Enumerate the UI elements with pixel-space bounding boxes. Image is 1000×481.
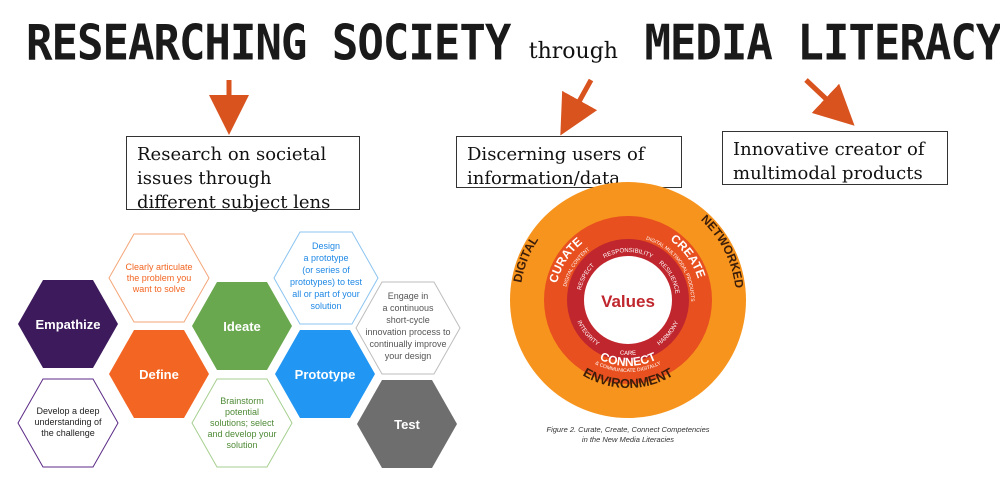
define-note-line-3: want to solve [132, 284, 186, 294]
ideate-hexagon [192, 282, 292, 370]
care-label: CARE [620, 350, 637, 357]
prototype-note-line-2: a prototype [303, 253, 348, 263]
test-hexagon [357, 380, 457, 468]
innovative-line-2: multimodal products [733, 163, 923, 184]
empathize-note-line-1: Develop a deep [36, 406, 99, 416]
title-part-2: through [528, 39, 618, 64]
test-note-hexagon [355, 281, 461, 375]
ideate-note-line-3: solutions; select [210, 418, 275, 428]
arrow-down-left-icon [560, 78, 598, 136]
research-line-3: different subject lens [137, 192, 331, 213]
test-note-line-2: a continuous [382, 303, 434, 313]
page-title: RESEARCHING SOCIETY through MEDIA LITERA… [26, 14, 1000, 73]
prototype-note-line-4: prototypes) to test [290, 277, 363, 287]
empathize-note-line-3: the challenge [41, 428, 95, 438]
define-note-hexagon [108, 233, 210, 323]
empathize-hexagon [18, 280, 118, 368]
test-note-line-4: innovation process to [365, 327, 450, 337]
figure-caption-line-1: Figure 2. Curate, Create, Connect Compet… [547, 425, 710, 434]
title-part-1: RESEARCHING SOCIETY [26, 14, 511, 73]
define-note-line-2: the problem you [127, 273, 192, 283]
svg-text:CARE: CARE [620, 350, 637, 357]
arrow-down-right-icon [804, 78, 855, 126]
prototype-hexagon [275, 330, 375, 418]
ideate-note-line-5: solution [226, 440, 257, 450]
empathize-note-hexagon [17, 378, 119, 468]
prototype-note-hexagon [273, 231, 379, 325]
center-circle [584, 256, 672, 344]
define-hexagon [109, 330, 209, 418]
test-note-line-5: continually improve [369, 339, 446, 349]
test-label: Test [394, 417, 420, 432]
prototype-note-line-1: Design [312, 241, 340, 251]
ideate-note-line-1: Brainstorm [220, 396, 264, 406]
prototype-note-line-6: solution [310, 301, 341, 311]
figure-caption-line-2: in the New Media Literacies [582, 435, 674, 444]
ideate-note-hexagon [191, 378, 293, 468]
research-line-2: issues through [137, 168, 272, 189]
ideate-note-line-2: potential [225, 407, 259, 417]
prototype-label: Prototype [295, 367, 356, 382]
test-note-line-3: short-cycle [386, 315, 430, 325]
empathize-note-line-2: understanding of [34, 417, 102, 427]
define-label: Define [139, 367, 179, 382]
discerning-line-1: Discerning users of [467, 144, 645, 165]
research-box: Research on societal issues through diff… [126, 136, 360, 213]
discerning-line-2: information/data [467, 168, 620, 189]
connect-label: CONNECT [598, 349, 658, 369]
innovative-box: Innovative creator of multimodal product… [722, 131, 948, 185]
ideate-label: Ideate [223, 319, 261, 334]
prototype-note-line-3: (or series of [302, 265, 350, 275]
innovative-line-1: Innovative creator of [733, 139, 925, 160]
research-line-1: Research on societal [137, 144, 327, 165]
test-note-line-6: your design [385, 351, 432, 361]
empathize-label: Empathize [35, 317, 100, 332]
ideate-note-line-4: and develop your [207, 429, 276, 439]
discerning-box: Discerning users of information/data [456, 136, 682, 189]
svg-text:CONNECT: CONNECT [598, 349, 658, 369]
define-note-line-1: Clearly articulate [125, 262, 192, 272]
test-note-line-1: Engage in [388, 291, 429, 301]
values-label: Values [601, 292, 655, 311]
title-part-3: MEDIA LITERACY [644, 14, 1000, 73]
prototype-note-line-5: all or part of your [292, 289, 360, 299]
